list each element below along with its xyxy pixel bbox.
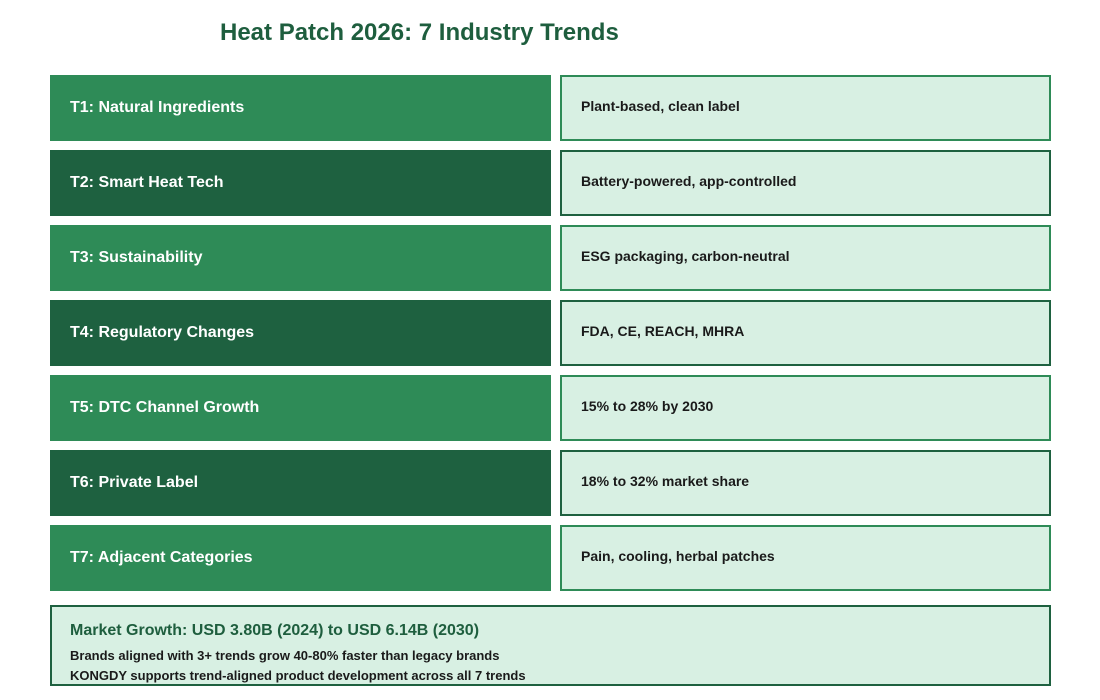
summary-line-2: KONGDY supports trend-aligned product de… [70,668,526,683]
trend-detail-box: 18% to 32% market share [560,450,1051,516]
trend-label-box: T7: Adjacent Categories [50,525,551,591]
trend-row-6: T6: Private Label 18% to 32% market shar… [50,450,1051,516]
trend-detail: Battery-powered, app-controlled [581,173,797,189]
trend-label: T1: Natural Ingredients [70,99,245,116]
trend-detail-box: 15% to 28% by 2030 [560,375,1051,441]
trend-row-4: T4: Regulatory Changes FDA, CE, REACH, M… [50,300,1051,366]
trend-label-box: T6: Private Label [50,450,551,516]
trend-label-box: T5: DTC Channel Growth [50,375,551,441]
trend-label-box: T4: Regulatory Changes [50,300,551,366]
trend-detail-box: FDA, CE, REACH, MHRA [560,300,1051,366]
trend-label-box: T3: Sustainability [50,225,551,291]
trend-label-box: T2: Smart Heat Tech [50,150,551,216]
trend-detail: 18% to 32% market share [581,473,750,489]
summary-headline: Market Growth: USD 3.80B (2024) to USD 6… [70,622,480,639]
trend-row-1: T1: Natural Ingredients Plant-based, cle… [50,75,1051,141]
trend-label: T5: DTC Channel Growth [70,399,260,416]
trend-detail: Plant-based, clean label [581,98,740,114]
trend-row-7: T7: Adjacent Categories Pain, cooling, h… [50,525,1051,591]
trend-detail-box: Plant-based, clean label [560,75,1051,141]
diagram-title: Heat Patch 2026: 7 Industry Trends [220,19,619,46]
trend-detail-box: Battery-powered, app-controlled [560,150,1051,216]
market-growth-summary: Market Growth: USD 3.80B (2024) to USD 6… [50,605,1051,686]
trend-detail: Pain, cooling, herbal patches [581,548,775,564]
trend-row-3: T3: Sustainability ESG packaging, carbon… [50,225,1051,291]
trend-detail-box: Pain, cooling, herbal patches [560,525,1051,591]
trend-detail: 15% to 28% by 2030 [581,398,714,414]
trend-detail: ESG packaging, carbon-neutral [581,248,790,264]
trend-label: T3: Sustainability [70,249,203,266]
trend-row-2: T2: Smart Heat Tech Battery-powered, app… [50,150,1051,216]
trend-detail: FDA, CE, REACH, MHRA [581,323,745,339]
trend-label: T7: Adjacent Categories [70,549,253,566]
trend-label: T2: Smart Heat Tech [70,174,224,191]
trend-detail-box: ESG packaging, carbon-neutral [560,225,1051,291]
trend-list: T1: Natural Ingredients Plant-based, cle… [50,75,1051,600]
summary-line-1: Brands aligned with 3+ trends grow 40-80… [70,648,500,663]
trend-label: T6: Private Label [70,474,199,491]
trend-label: T4: Regulatory Changes [70,324,255,341]
trend-row-5: T5: DTC Channel Growth 15% to 28% by 203… [50,375,1051,441]
trend-label-box: T1: Natural Ingredients [50,75,551,141]
